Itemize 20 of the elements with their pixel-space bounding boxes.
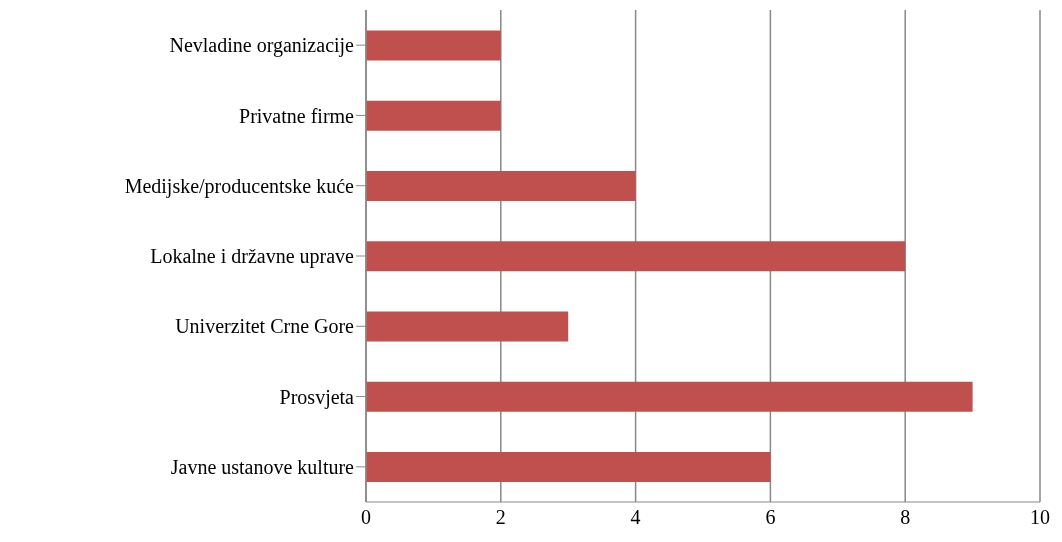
x-tick-label: 4 xyxy=(630,506,641,529)
bar xyxy=(366,30,501,61)
y-tick-label: Prosvjeta xyxy=(279,385,355,409)
x-tick-label: 6 xyxy=(765,506,776,529)
y-tick-label: Nevladine organizacije xyxy=(169,34,355,58)
y-tick-label: Privatne firme xyxy=(239,104,355,127)
y-tick-label: Medijske/producentske kuće xyxy=(124,174,355,198)
bar xyxy=(366,170,636,201)
y-tick-label: Javne ustanove kulture xyxy=(170,455,355,478)
x-tick-label: 0 xyxy=(361,506,371,529)
bar xyxy=(366,241,906,272)
x-tick-label: 2 xyxy=(495,506,506,529)
bar xyxy=(366,381,973,412)
y-tick-label: Univerzitet Crne Gore xyxy=(175,315,355,338)
y-tick-label: Lokalne i državne uprave xyxy=(150,245,355,269)
bar xyxy=(366,452,771,483)
bar xyxy=(366,311,569,342)
bar xyxy=(366,100,501,131)
x-tick-label: 10 xyxy=(1030,506,1050,529)
x-tick-label: 8 xyxy=(900,506,911,529)
